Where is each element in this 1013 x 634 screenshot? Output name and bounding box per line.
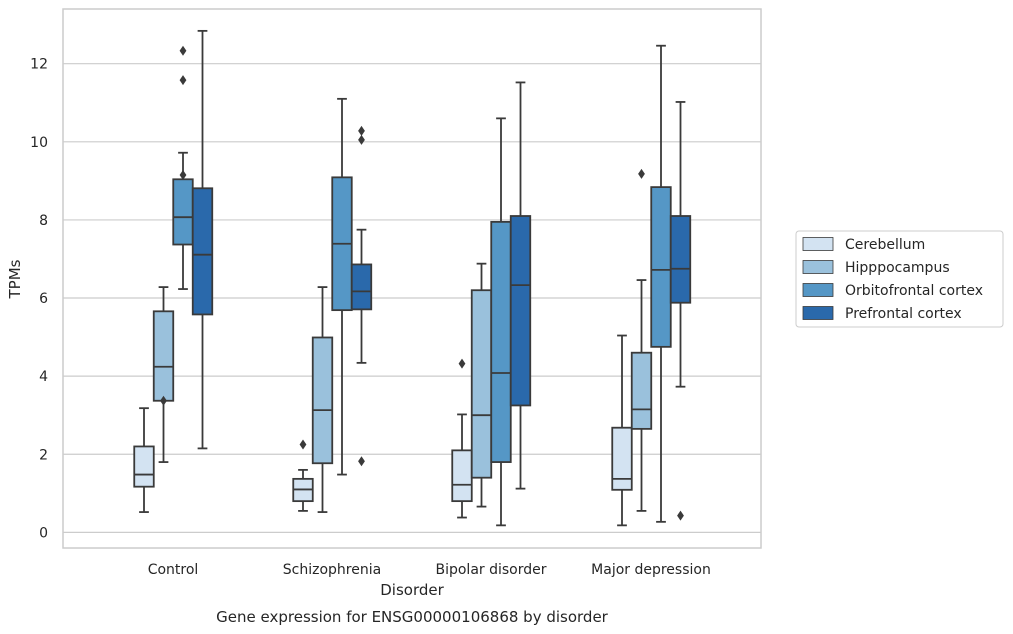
- legend-label: Prefrontal cortex: [845, 306, 962, 322]
- box-1-0: [292, 439, 314, 512]
- legend-swatch: [802, 283, 834, 297]
- outlier-point: [358, 456, 365, 467]
- chart-caption: Gene expression for ENSG00000106868 by d…: [216, 608, 609, 626]
- box-2-3: [509, 81, 532, 490]
- box-groups: [133, 29, 692, 527]
- x-axis-title: Disorder: [380, 581, 444, 599]
- box-0-2: [172, 45, 194, 290]
- y-tick-label: 10: [30, 135, 48, 151]
- legend-label: Orbitofrontal cortex: [845, 283, 983, 299]
- box-3-3: [669, 101, 692, 521]
- outlier-point: [299, 439, 307, 450]
- y-tick-label: 12: [30, 57, 48, 73]
- legend-box: [795, 230, 1004, 328]
- y-tick-labels: 0 2 4 6 8 10 12: [30, 57, 48, 542]
- iqr-box: [350, 263, 373, 311]
- y-tick-label: 4: [39, 369, 48, 385]
- y-tick-label: 2: [39, 447, 48, 463]
- y-tick-label: 0: [39, 525, 48, 541]
- outlier-point: [160, 395, 167, 406]
- legend-swatch: [802, 237, 834, 251]
- x-tick-label: Schizophrenia: [283, 562, 381, 578]
- outlier-point: [358, 125, 365, 136]
- iqr-box: [509, 215, 532, 407]
- legend: Cerebellum Hipppocampus Orbitofrontal cort…: [795, 230, 1004, 328]
- outlier-point: [179, 45, 187, 56]
- legend-label: Hipppocampus: [845, 260, 950, 276]
- iqr-box: [191, 187, 214, 316]
- y-tick-label: 6: [39, 291, 48, 307]
- box-2-0: [451, 358, 473, 519]
- legend-label: Cerebellum: [845, 237, 925, 253]
- iqr-box: [490, 220, 512, 463]
- box-0-0: [133, 407, 155, 513]
- iqr-box: [133, 445, 155, 488]
- x-tick-label: Control: [148, 562, 199, 578]
- iqr-box: [669, 215, 692, 304]
- outlier-point: [179, 169, 187, 180]
- box-0-3: [191, 29, 214, 450]
- x-tick-labels: Control Schizophrenia Bipolar disorder Majo…: [148, 562, 711, 578]
- outlier-point: [358, 134, 365, 145]
- iqr-box: [630, 351, 653, 430]
- iqr-box: [470, 289, 493, 479]
- box-1-3: [350, 125, 373, 467]
- y-axis-title: TPMs: [6, 259, 24, 299]
- outlier-point: [638, 168, 645, 179]
- x-tick-label: Bipolar disorder: [435, 562, 546, 578]
- box-3-2: [650, 44, 672, 523]
- iqr-box: [451, 449, 473, 503]
- outlier-point: [179, 75, 187, 86]
- outlier-point: [677, 510, 684, 521]
- iqr-box: [152, 310, 175, 402]
- plot-area: [62, 8, 762, 549]
- iqr-box: [611, 426, 633, 491]
- legend-swatch: [802, 260, 834, 274]
- box-2-1: [470, 262, 493, 508]
- box-0-1: [152, 286, 175, 463]
- iqr-box: [650, 186, 672, 348]
- legend-items: Cerebellum Hipppocampus Orbitofrontal cort…: [802, 237, 983, 322]
- y-tick-label: 8: [39, 213, 48, 229]
- iqr-box: [311, 336, 334, 465]
- box-3-1: [630, 168, 653, 512]
- iqr-box: [172, 178, 194, 246]
- box-1-2: [331, 97, 353, 476]
- box-3-0: [611, 334, 633, 527]
- box-1-1: [311, 286, 334, 513]
- outlier-point: [458, 358, 466, 369]
- x-tick-label: Major depression: [591, 562, 711, 578]
- legend-swatch: [802, 306, 834, 320]
